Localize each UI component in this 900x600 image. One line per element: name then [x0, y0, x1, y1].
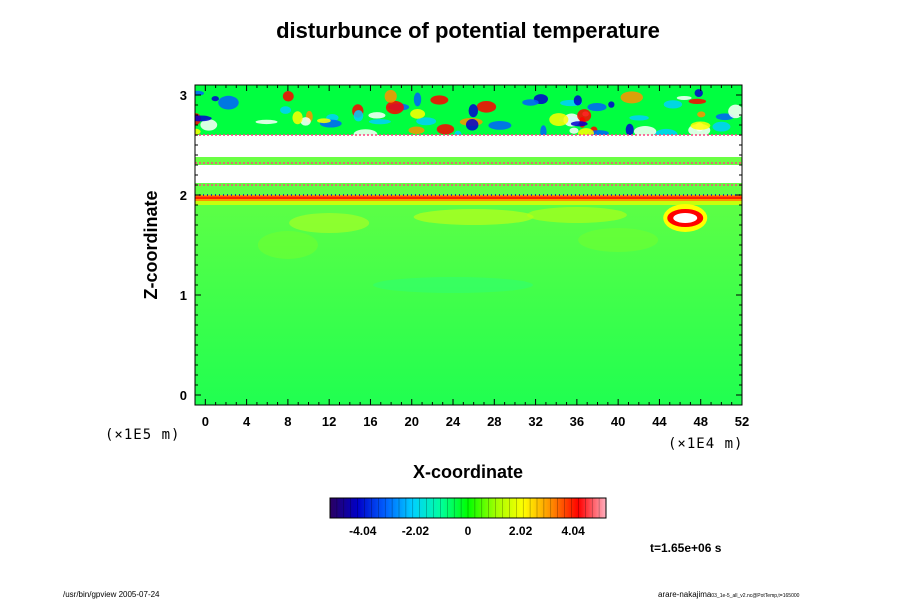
upper-layer-blob — [200, 119, 218, 131]
x-tick-label: 16 — [363, 414, 377, 429]
upper-layer-blob — [195, 128, 201, 135]
upper-layer-blob — [488, 120, 512, 130]
x-tick-label: 32 — [528, 414, 542, 429]
x-tick-label: 12 — [322, 414, 336, 429]
upper-layer-blob — [690, 121, 711, 130]
field-layer — [195, 85, 742, 293]
upper-layer-blob — [413, 92, 422, 107]
upper-layer-blob — [625, 123, 634, 136]
field-patch — [373, 277, 534, 293]
upper-layer-blob — [211, 96, 219, 102]
white-band — [195, 165, 742, 183]
colorbar-tick-label: 4.04 — [562, 524, 586, 538]
upper-layer-blob — [694, 89, 703, 98]
y-tick-label: 0 — [180, 388, 187, 403]
x-tick-label: 48 — [693, 414, 707, 429]
upper-layer-blob — [385, 100, 404, 115]
upper-layer-blob — [408, 126, 425, 135]
upper-layer-blob — [577, 109, 592, 122]
x-tick-label: 44 — [652, 414, 667, 429]
upper-layer-blob — [570, 121, 588, 127]
warm-blob-core — [673, 213, 698, 223]
field-patch — [578, 228, 659, 252]
upper-layer-blob — [384, 89, 397, 103]
upper-layer-blob — [436, 124, 455, 135]
upper-layer-blob — [410, 109, 426, 119]
upper-layer-blob — [476, 101, 497, 113]
field-patch — [289, 213, 370, 233]
plot-area — [195, 85, 742, 405]
warm-layer-edge — [195, 201, 742, 205]
chart-title: disturbunce of potential temperature — [276, 18, 660, 43]
upper-layer-blob — [620, 91, 644, 104]
field-patch — [526, 207, 627, 223]
upper-layer-blob — [353, 110, 364, 122]
footer-left: /usr/bin/gpview 2005-07-24 — [63, 590, 160, 599]
footer-right: arare-nakajima03_1e-5_all_v2.nc@PotTemp,… — [658, 590, 800, 599]
upper-layer-blob — [430, 95, 449, 105]
x-tick-label: 40 — [611, 414, 625, 429]
upper-layer-blob — [629, 115, 649, 121]
upper-layer-blob — [587, 102, 607, 112]
upper-layer-blob — [573, 95, 582, 106]
upper-layer-blob — [317, 118, 331, 124]
upper-layer-blob — [465, 119, 479, 131]
upper-layer-blob — [368, 119, 391, 125]
x-tick-label: 36 — [570, 414, 584, 429]
upper-layer-blob — [195, 90, 204, 96]
y-axis-ticks: 0 1 2 3 — [180, 88, 742, 403]
upper-layer-blob — [195, 115, 212, 122]
upper-layer-blob — [676, 95, 692, 100]
upper-layer-blob — [697, 111, 706, 118]
upper-layer-blob — [282, 91, 294, 102]
colorbar-tick-label: 2.02 — [509, 524, 533, 538]
warm-layer-core — [195, 196, 742, 199]
upper-layer-blob — [468, 104, 479, 118]
x-tick-label: 8 — [284, 414, 291, 429]
colorbar-tick-label: -4.04 — [349, 524, 377, 538]
footer-right-sub: 03_1e-5_all_v2.nc@PotTemp,t=165000 — [711, 593, 799, 599]
colorbar-tick-label: 0 — [465, 524, 472, 538]
upper-layer-blob — [255, 119, 278, 125]
y-scale-label: (×1E5 m) — [105, 427, 180, 443]
x-tick-label: 28 — [487, 414, 501, 429]
y-tick-label: 1 — [180, 288, 187, 303]
upper-layer-blob — [633, 126, 657, 137]
upper-layer-blob — [728, 104, 742, 119]
upper-layer-blob — [712, 121, 731, 132]
time-label: t=1.65e+06 s — [650, 541, 722, 555]
footer-right-main: arare-nakajima — [658, 590, 712, 599]
y-tick-label: 2 — [180, 188, 187, 203]
upper-layer-blob — [300, 117, 311, 126]
upper-layer-blob — [569, 127, 579, 134]
x-tick-label: 24 — [446, 414, 461, 429]
upper-layer-blob — [292, 111, 303, 125]
upper-layer-blob — [608, 101, 615, 108]
field-patch — [413, 209, 534, 225]
y-axis-title: Z-coordinate — [141, 190, 161, 299]
x-tick-label: 20 — [405, 414, 419, 429]
y-tick-label: 3 — [180, 88, 187, 103]
x-axis-title: X-coordinate — [413, 462, 523, 482]
upper-layer-blob — [688, 98, 707, 105]
x-tick-label: 52 — [735, 414, 749, 429]
upper-layer-blob — [549, 113, 569, 127]
upper-layer-blob — [663, 100, 683, 109]
upper-layer-blob — [280, 106, 292, 114]
upper-layer-blob — [522, 99, 539, 106]
field-patch — [257, 231, 318, 259]
colorbar-ticks: -4.04 -2.02 0 2.02 4.04 — [329, 498, 607, 538]
x-tick-label: 4 — [243, 414, 251, 429]
upper-layer-blob — [218, 95, 239, 110]
x-axis-ticks: 0 4 8 12 16 20 24 28 32 36 40 44 48 52 — [202, 85, 749, 429]
upper-layer-blob — [416, 117, 437, 126]
upper-layer-blob — [368, 112, 386, 119]
x-tick-label: 0 — [202, 414, 209, 429]
x-scale-label: (×1E4 m) — [668, 436, 743, 452]
white-band — [195, 135, 742, 157]
colorbar-tick-label: -2.02 — [402, 524, 430, 538]
